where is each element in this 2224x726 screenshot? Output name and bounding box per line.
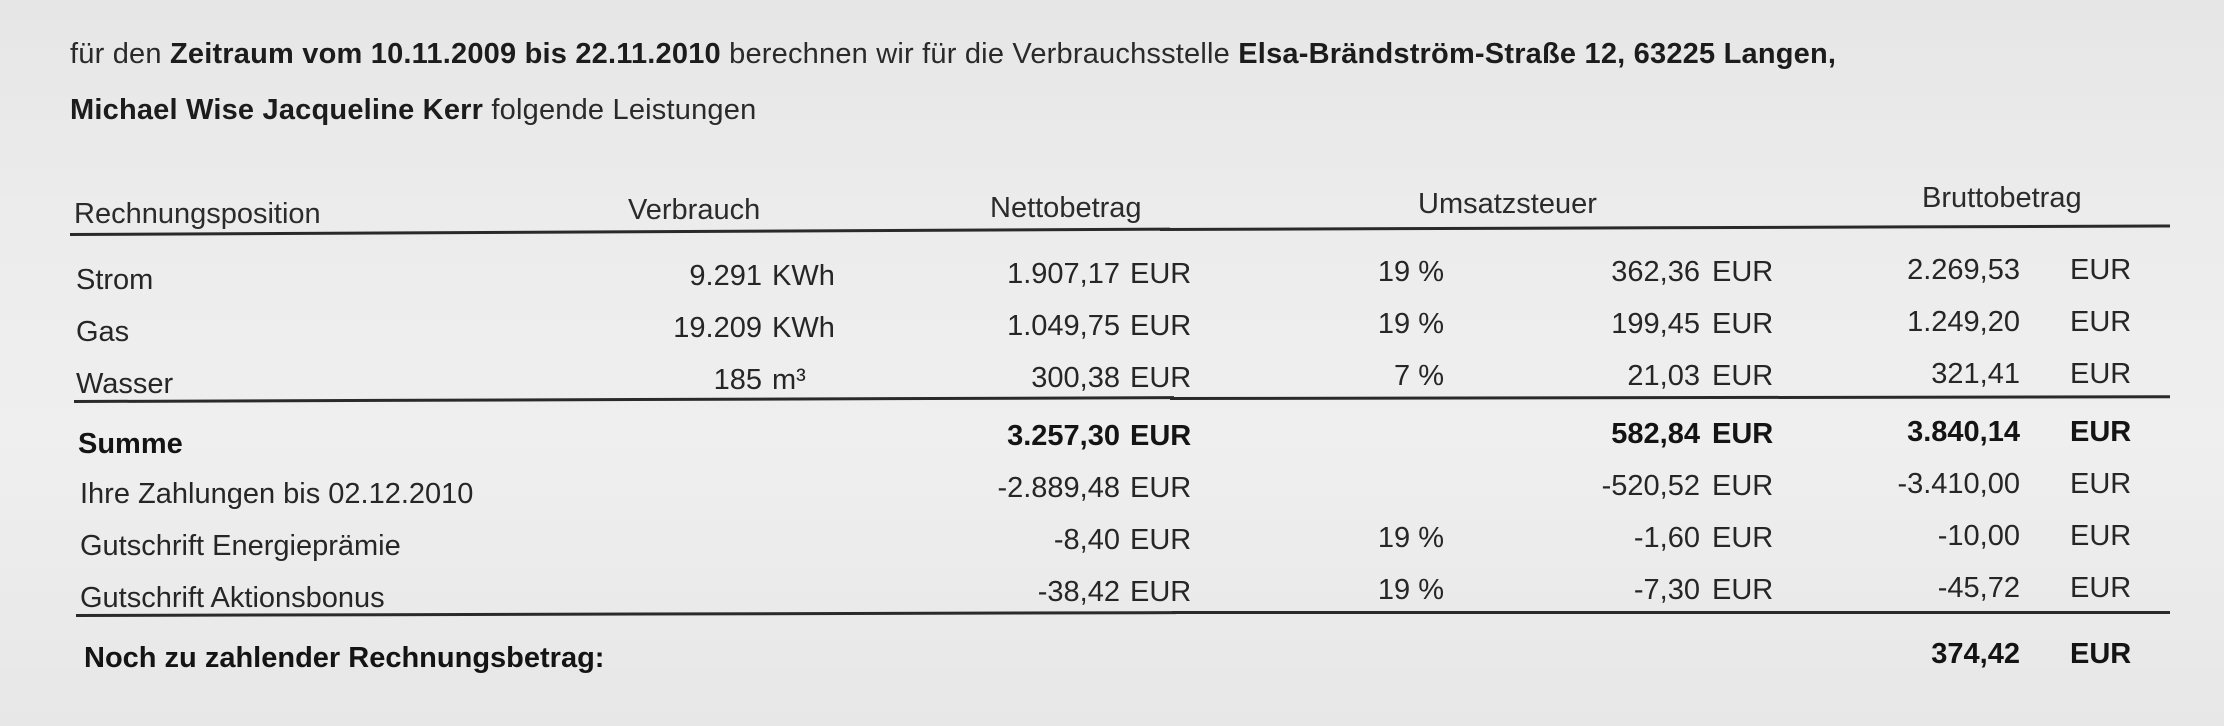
- sum-divider: [74, 396, 1175, 403]
- header-position: Rechnungsposition: [74, 198, 321, 230]
- intro-text: folgende Leistungen: [483, 94, 757, 126]
- gross-currency: EUR: [2070, 358, 2132, 390]
- net-currency: EUR: [1130, 310, 1192, 342]
- vat-amount: -520,52: [1601, 470, 1700, 502]
- consumption-unit: m³: [772, 364, 806, 396]
- vat-rate: 19 %: [1377, 308, 1444, 340]
- vat-currency: EUR: [1712, 256, 1774, 288]
- intro-text: für den: [70, 38, 170, 70]
- adjustment-label: Ihre Zahlungen bis 02.12.2010: [80, 478, 474, 510]
- gross-amount: 2.269,53: [1907, 254, 2020, 286]
- gross-amount: 3.840,14: [1907, 416, 2020, 448]
- adjustment-label: Gutschrift Aktionsbonus: [80, 582, 385, 614]
- row-label-wasser: Wasser: [76, 368, 174, 400]
- net-currency: EUR: [1130, 420, 1192, 452]
- net-currency: EUR: [1130, 362, 1192, 394]
- gross-amount: -45,72: [1937, 572, 2020, 604]
- net-amount: -38,42: [1037, 576, 1120, 608]
- gross-amount: 321,41: [1931, 358, 2020, 390]
- header-net: Nettobetrag: [990, 192, 1142, 224]
- row-label-strom: Strom: [76, 264, 154, 296]
- intro-line-1: für den Zeitraum vom 10.11.2009 bis 22.1…: [70, 38, 1836, 71]
- net-currency: EUR: [1130, 576, 1192, 608]
- vat-amount: 582,84: [1611, 418, 1700, 450]
- net-amount: 300,38: [1031, 362, 1120, 394]
- gross-amount: -10,00: [1937, 520, 2020, 552]
- intro-text: berechnen wir für die Verbrauchsstelle: [720, 38, 1239, 70]
- gross-amount: 1.249,20: [1907, 306, 2020, 338]
- header-vat: Umsatzsteuer: [1418, 188, 1597, 220]
- consumption-quantity: 9.291: [689, 260, 762, 292]
- gross-currency: EUR: [2070, 416, 2132, 448]
- vat-currency: EUR: [1712, 418, 1774, 450]
- gross-currency: EUR: [2070, 468, 2132, 500]
- net-amount: 1.049,75: [1007, 310, 1120, 342]
- total-divider: [1172, 611, 2170, 614]
- vat-currency: EUR: [1712, 522, 1774, 554]
- adjustment-label: Gutschrift Energieprämie: [80, 530, 401, 562]
- vat-rate: 19 %: [1377, 574, 1444, 606]
- gross-amount: -3.410,00: [1897, 468, 2020, 500]
- row-label-gas: Gas: [76, 316, 130, 348]
- vat-amount: 362,36: [1611, 256, 1700, 288]
- vat-currency: EUR: [1712, 308, 1774, 340]
- billing-period: Zeitraum vom 10.11.2009 bis 22.11.2010: [169, 38, 721, 70]
- net-amount: -2.889,48: [997, 472, 1120, 504]
- header-divider: [1160, 224, 2171, 231]
- vat-currency: EUR: [1712, 360, 1774, 392]
- gross-currency: EUR: [2070, 306, 2132, 338]
- gross-currency: EUR: [2070, 254, 2132, 286]
- total-gross-currency: EUR: [2070, 638, 2132, 670]
- consumption-quantity: 185: [713, 364, 762, 396]
- net-amount: 3.257,30: [1007, 420, 1120, 452]
- total-gross-amount: 374,42: [1931, 638, 2020, 670]
- sum-label: Summe: [78, 428, 183, 460]
- gross-currency: EUR: [2070, 520, 2132, 552]
- sum-divider: [1170, 395, 2171, 400]
- vat-rate: 19 %: [1377, 522, 1444, 554]
- net-currency: EUR: [1130, 472, 1192, 504]
- consumption-unit: KWh: [772, 312, 835, 344]
- vat-amount: 199,45: [1611, 308, 1700, 340]
- vat-rate: 19 %: [1377, 256, 1444, 288]
- net-currency: EUR: [1130, 258, 1192, 290]
- header-gross: Bruttobetrag: [1922, 182, 2082, 214]
- consumption-quantity: 19.209: [673, 312, 762, 344]
- vat-amount: 21,03: [1627, 360, 1700, 392]
- header-consumption: Verbrauch: [628, 194, 761, 226]
- consumption-unit: KWh: [772, 260, 835, 292]
- gross-currency: EUR: [2070, 572, 2132, 604]
- vat-currency: EUR: [1712, 470, 1774, 502]
- consumption-address: Elsa-Brändström-Straße 12, 63225 Langen,: [1238, 38, 1837, 70]
- net-amount: 1.907,17: [1007, 258, 1120, 290]
- total-label: Noch zu zahlender Rechnungsbetrag:: [84, 642, 605, 674]
- vat-currency: EUR: [1712, 574, 1774, 606]
- vat-amount: -1,60: [1633, 522, 1700, 554]
- vat-amount: -7,30: [1633, 574, 1700, 606]
- intro-line-2: Michael Wise Jacqueline Kerr folgende Le…: [70, 94, 756, 127]
- vat-rate: 7 %: [1394, 360, 1444, 392]
- net-amount: -8,40: [1053, 524, 1120, 556]
- customer-names: Michael Wise Jacqueline Kerr: [70, 94, 484, 126]
- net-currency: EUR: [1130, 524, 1192, 556]
